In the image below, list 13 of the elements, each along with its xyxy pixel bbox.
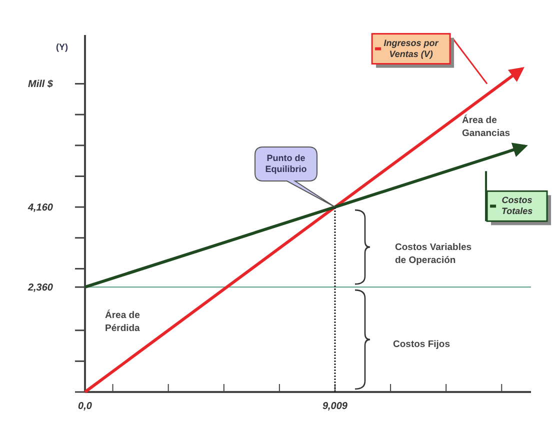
legend-label: Ingresos por Ventas (V) bbox=[384, 38, 439, 59]
y-tick-label: 4,160 bbox=[26, 202, 54, 214]
y-tick-label: 2,360 bbox=[26, 282, 54, 294]
legend-label: Costos Totales bbox=[501, 195, 533, 216]
y-tick-label: Mill $ bbox=[28, 78, 54, 90]
annotation: Costos Fijos bbox=[393, 339, 450, 350]
annotation: Área de Pérdida bbox=[105, 309, 141, 334]
annotation: Área de Ganancias bbox=[462, 114, 510, 139]
x-tick-label: 0,0 bbox=[78, 401, 92, 412]
annotation: Costos Variables de Operación bbox=[395, 242, 472, 266]
annotation: Punto de Equilibrio bbox=[265, 153, 308, 174]
y-axis-title: (Y) bbox=[56, 42, 68, 52]
x-tick-label: 9,009 bbox=[322, 401, 348, 412]
